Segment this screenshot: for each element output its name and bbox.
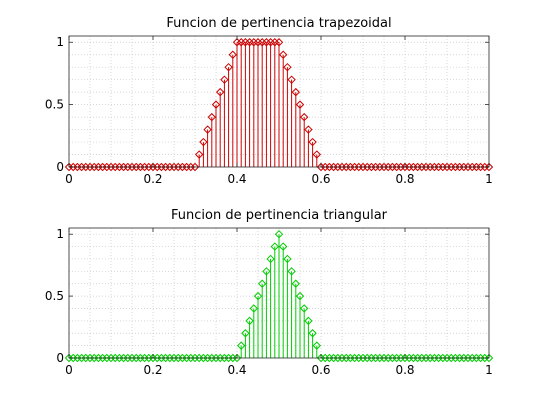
trap-x-tick-label: 0.4 bbox=[227, 172, 246, 186]
trap-x-tick-label: 0.2 bbox=[143, 172, 162, 186]
trap-stem-marker bbox=[190, 162, 200, 172]
trap-stem-marker bbox=[224, 62, 233, 72]
tri-stem-marker bbox=[295, 291, 305, 301]
trap-stem-marker bbox=[291, 87, 301, 97]
trap-stem-marker bbox=[194, 150, 204, 159]
tri-stem-marker bbox=[274, 229, 284, 239]
tri-stem-marker bbox=[278, 242, 288, 251]
trap-x-tick-label: 0.6 bbox=[311, 172, 330, 186]
tri-stem-marker bbox=[236, 341, 246, 350]
tri-stem-marker bbox=[262, 267, 271, 276]
tri-stem-marker bbox=[270, 242, 280, 251]
tri-stem-marker bbox=[291, 279, 301, 288]
trap-x-tick-label: 1 bbox=[485, 172, 493, 186]
trap-stem-marker bbox=[215, 87, 225, 97]
trap-stem-marker bbox=[299, 112, 309, 122]
tri-stem-marker bbox=[253, 291, 263, 301]
tri-axes-box bbox=[68, 227, 490, 359]
tri-stem-marker bbox=[312, 341, 322, 350]
trap-axes-box bbox=[68, 35, 490, 168]
trap-stem-marker bbox=[207, 112, 217, 122]
tri-chart: Funcion de pertinencia triangular 0 0.2 0.4… bbox=[45, 208, 494, 377]
trap-stem-marker bbox=[283, 62, 292, 72]
trap-stem-marker bbox=[287, 75, 296, 84]
trap-x-tick-label: 0 bbox=[65, 172, 73, 186]
tri-stem-marker bbox=[232, 353, 242, 363]
tri-x-tick-label: 1 bbox=[485, 363, 493, 377]
trap-y-tick-label: 1 bbox=[56, 35, 64, 49]
trap-stem-marker bbox=[220, 75, 229, 84]
tri-x-tick-label: 0.4 bbox=[227, 363, 246, 377]
tri-x-tick-label: 0.6 bbox=[311, 363, 330, 377]
tri-stem-marker bbox=[249, 304, 259, 313]
tri-stem-marker bbox=[245, 316, 254, 326]
tri-stem-marker bbox=[266, 254, 275, 264]
tri-stem-marker bbox=[299, 304, 309, 313]
trap-chart: Funcion de pertinencia trapezoidal 0 0.2 0.… bbox=[45, 16, 494, 186]
tri-y-tick-label: 0 bbox=[56, 351, 64, 365]
trap-stem-marker bbox=[312, 150, 322, 159]
tri-y-tick-label: 0.5 bbox=[45, 289, 64, 303]
tri-x-tick-label: 0 bbox=[65, 363, 73, 377]
trap-stem-marker bbox=[295, 100, 305, 109]
tri-y-tick-label: 1 bbox=[56, 227, 64, 241]
trap-stem-marker bbox=[274, 38, 284, 47]
tri-stem-marker bbox=[304, 316, 313, 326]
trap-stem-marker bbox=[484, 162, 494, 172]
trap-chart-title: Funcion de pertinencia trapezoidal bbox=[166, 16, 391, 31]
tri-stem-marker bbox=[283, 254, 292, 264]
trap-stem-marker bbox=[199, 137, 208, 147]
trap-stem-marker bbox=[308, 137, 317, 147]
tri-stem-marker bbox=[308, 329, 317, 338]
tri-stem-marker bbox=[287, 267, 296, 276]
trap-stem-marker bbox=[203, 125, 212, 134]
trap-y-tick-label: 0 bbox=[56, 160, 64, 174]
tri-x-tick-label: 0.8 bbox=[395, 363, 414, 377]
trap-x-tick-label: 0.8 bbox=[395, 172, 414, 186]
trap-stem-marker bbox=[304, 125, 313, 134]
tri-stem-marker bbox=[484, 353, 494, 363]
trap-stem-marker bbox=[228, 50, 238, 59]
tri-chart-title: Funcion de pertinencia triangular bbox=[171, 208, 388, 223]
trap-stem-marker bbox=[278, 50, 288, 59]
trap-stem-marker bbox=[211, 100, 221, 109]
trap-y-tick-label: 0.5 bbox=[45, 98, 64, 112]
tri-x-tick-label: 0.2 bbox=[143, 363, 162, 377]
tri-stem-marker bbox=[257, 279, 267, 288]
tri-stem-marker bbox=[241, 329, 250, 338]
